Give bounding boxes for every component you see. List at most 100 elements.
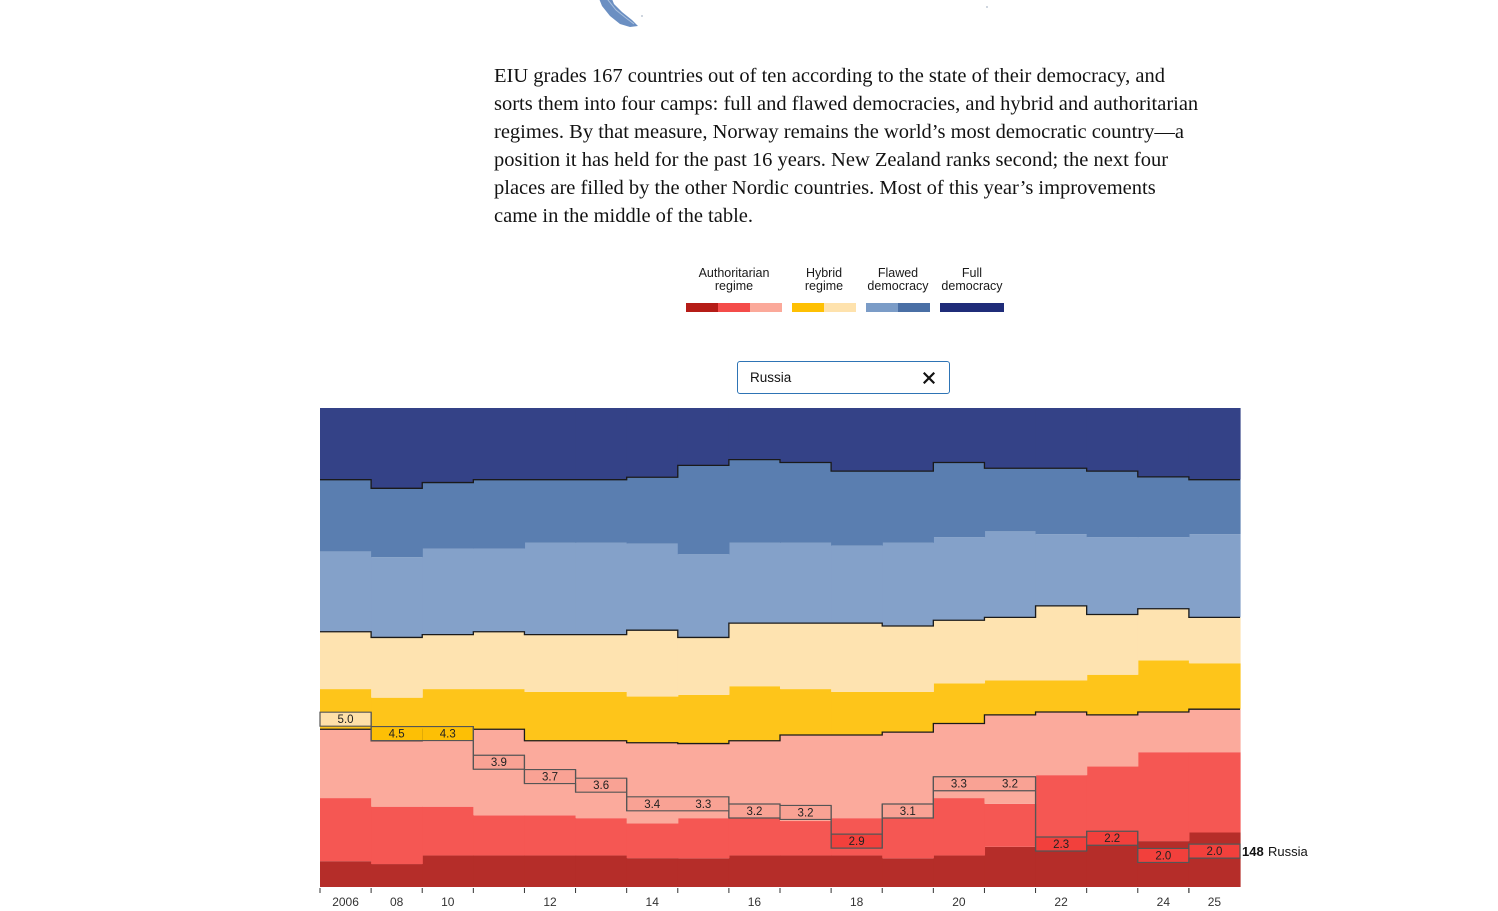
russia-score-box [1137,848,1189,863]
band-6-segment [1086,471,1139,538]
band-7-segment [728,408,781,460]
russia-score-label: 2.0 [1155,850,1171,862]
x-tick-label: 08 [390,895,404,909]
band-5-segment [626,543,679,631]
band-0-segment [780,855,832,887]
band-1-segment [473,815,526,856]
band-4-segment [933,620,986,684]
band-3-segment [575,691,628,741]
band-7-segment [1086,408,1139,472]
russia-score-label: 3.3 [695,799,711,811]
clear-search-button[interactable] [919,368,939,388]
legend-label: Authoritarian regime [698,266,770,293]
band-3-segment [831,691,883,735]
band-4-segment [1188,617,1241,664]
band-5-segment [1188,534,1241,618]
band-1-segment [1137,752,1190,842]
legend-swatch [866,303,898,312]
band-1-segment [780,821,832,856]
band-1-segment [933,798,986,856]
band-0-segment [933,855,986,887]
russia-score-label: 3.2 [798,807,814,819]
russia-score-box [473,755,525,770]
band-4-segment [473,631,526,690]
band-4-segment [320,631,372,690]
russia-score-box [933,776,985,791]
russia-score-box [1188,844,1240,859]
band-4-segment [831,623,883,692]
band-1-segment [422,806,474,856]
band-6-segment [320,479,372,552]
band-7-segment [320,408,372,480]
band-0-segment [371,864,423,887]
band-6-segment [882,471,934,543]
band-5-segment [933,537,986,621]
x-tick-label: 20 [952,895,966,909]
band-7-segment [882,408,934,472]
band-3-segment [728,686,781,741]
band-1-segment [1188,752,1241,833]
russia-score-label: 3.2 [746,806,762,818]
band-0-segment [575,855,628,887]
band-6-segment [728,459,781,543]
band-0-segment [831,855,883,887]
category-boundary-line [320,605,1240,639]
country-search[interactable] [737,361,950,394]
band-1-segment [626,823,679,859]
band-0-segment [984,846,1037,887]
band-7-segment [473,408,526,480]
band-6-segment [1137,476,1190,538]
search-input[interactable] [750,362,910,393]
band-1-segment [524,815,577,856]
band-4-segment [677,637,730,695]
band-5-segment [1035,534,1088,606]
x-tick-label: 25 [1208,895,1222,909]
russia-score-label: 4.3 [440,729,456,741]
russia-score-label: 2.3 [1053,839,1069,851]
band-6-segment [1035,468,1088,535]
band-1-segment [728,815,781,856]
legend: Authoritarian regime Hybrid regime Flawed … [686,267,1004,312]
band-0-segment [728,855,781,887]
band-4-segment [422,634,474,690]
band-1-segment [1035,775,1088,844]
band-3-segment [984,680,1037,715]
close-icon [923,372,935,384]
band-4-segment [575,634,628,692]
category-boundary-line [320,708,1240,745]
band-5-segment [831,545,883,624]
x-tick-label: 24 [1157,895,1171,909]
band-1-segment [320,798,372,862]
band-0-segment [422,855,474,887]
band-7-segment [422,408,474,483]
x-tick-label: 10 [441,895,455,909]
band-3-segment [780,689,832,735]
band-7-segment [1188,408,1241,480]
band-1-segment [984,803,1037,847]
band-2-segment [422,729,474,807]
band-0-segment [882,858,934,887]
band-5-segment [780,542,832,624]
band-6-segment [984,468,1037,532]
band-6-segment [422,482,474,549]
band-5-segment [677,554,730,638]
band-5-segment [728,542,781,624]
band-6-segment [575,479,628,543]
band-4-segment [1137,608,1190,661]
legend-label: Full democracy [941,266,1003,293]
band-4-segment [371,637,423,698]
band-5-segment [1086,537,1139,615]
band-7-segment [780,408,832,463]
russia-score-label: 2.0 [1206,846,1222,858]
band-5-segment [320,551,372,632]
band-7-segment [524,408,577,480]
band-4-segment [626,630,679,697]
band-7-segment [1137,408,1190,477]
band-4-segment [984,617,1037,681]
band-6-segment [677,465,730,555]
legend-swatch [824,303,856,312]
band-7-segment [371,408,423,489]
band-2-segment [728,740,781,816]
map-island [986,6,988,8]
